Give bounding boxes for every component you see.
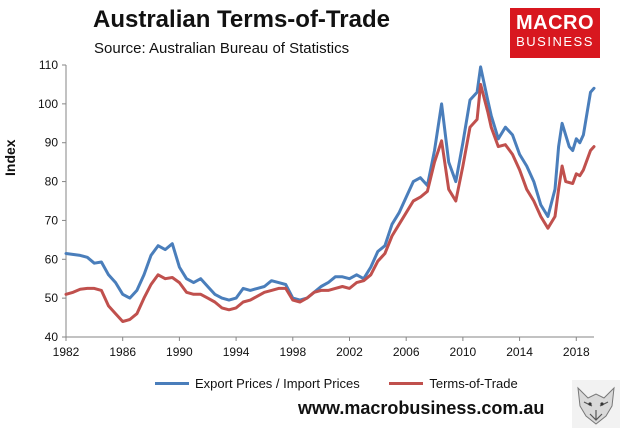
chart-legend: Export Prices / Import Prices Terms-of-T… xyxy=(155,373,544,391)
legend-label-terms-of-trade: Terms-of-Trade xyxy=(429,376,518,391)
x-tick-label: 1994 xyxy=(223,345,250,359)
chart-axes: 40 50 60 70 80 90 100 110 1982 1986 1990 1994 1998 20… xyxy=(38,58,594,359)
legend-item-export-import: Export Prices / Import Prices xyxy=(155,376,360,391)
x-tick-label: 1990 xyxy=(166,345,193,359)
line-chart: 40 50 60 70 80 90 100 110 1982 1986 1990 1994 1998 20… xyxy=(38,58,596,359)
x-tick-label: 1986 xyxy=(109,345,136,359)
y-tick-label: 100 xyxy=(38,97,58,111)
x-tick-label: 1982 xyxy=(53,345,80,359)
chart-subtitle: Source: Australian Bureau of Statistics xyxy=(94,40,350,57)
y-tick-label: 80 xyxy=(45,175,59,189)
y-tick-label: 40 xyxy=(45,330,59,344)
series-line-export-import xyxy=(64,65,596,302)
x-tick-label: 1998 xyxy=(279,345,306,359)
y-tick-label: 50 xyxy=(45,291,59,305)
legend-label-export-import: Export Prices / Import Prices xyxy=(195,376,360,391)
brand-line-1: MACRO xyxy=(515,12,595,34)
y-tick-label: 60 xyxy=(45,252,59,266)
x-tick-label: 2018 xyxy=(563,345,590,359)
chart-series xyxy=(64,65,596,323)
chart-title: Australian Terms-of-Trade xyxy=(93,6,390,33)
x-tick-label: 2006 xyxy=(393,345,420,359)
website-url: www.macrobusiness.com.au xyxy=(298,398,545,418)
x-tick-label: 2010 xyxy=(450,345,477,359)
legend-swatch-terms-of-trade xyxy=(389,382,424,385)
y-tick-label: 90 xyxy=(45,136,59,150)
x-tick-label: 2014 xyxy=(506,345,533,359)
series-line-terms-of-trade xyxy=(64,82,596,323)
brand-line-2: BUSINESS xyxy=(516,34,594,49)
brand-logo: MACRO BUSINESS xyxy=(510,8,600,58)
legend-item-terms-of-trade: Terms-of-Trade xyxy=(389,376,518,391)
y-tick-label: 70 xyxy=(45,213,59,227)
x-tick-label: 2002 xyxy=(336,345,363,359)
wolf-logo-icon xyxy=(572,380,620,428)
y-tick-label: 110 xyxy=(39,58,58,72)
legend-swatch-export-import xyxy=(155,382,189,385)
